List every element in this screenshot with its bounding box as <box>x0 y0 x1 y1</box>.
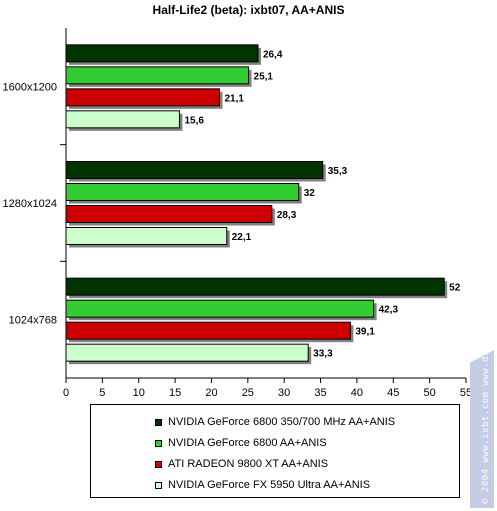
x-tick-label: 10 <box>133 387 145 399</box>
chart-plot: 26,4 25,1 21,1 15,6 1600x1200 35,3 32 28,3 22,1 1… <box>3 28 472 399</box>
legend-swatch <box>155 481 162 489</box>
bar <box>65 299 375 318</box>
bar-value-label: 35,3 <box>328 166 348 177</box>
x-tick-label: 40 <box>351 387 363 399</box>
bar <box>65 66 250 85</box>
x-tick-label: 50 <box>424 387 436 399</box>
bar-value-label: 21,1 <box>224 93 244 104</box>
bar-value-label: 15,6 <box>184 115 204 126</box>
legend-item: NVIDIA GeForce FX 5950 Ultra AA+ANIS <box>155 476 370 494</box>
x-tick-label: 45 <box>387 387 399 399</box>
legend-item: ATI RADEON 9800 XT AA+ANIS <box>155 455 328 473</box>
bar <box>65 321 351 340</box>
bar-value-label: 28,3 <box>277 210 297 221</box>
bar <box>65 277 445 296</box>
x-tick-label: 5 <box>99 387 105 399</box>
bar <box>65 343 309 362</box>
chart-title: Half-Life2 (beta): ixbt07, AA+ANIS <box>152 3 345 17</box>
x-tick-label: 35 <box>314 387 326 399</box>
x-tick-label: 25 <box>242 387 254 399</box>
bar-value-label: 25,1 <box>254 71 274 82</box>
category-label: 1024x768 <box>9 315 57 327</box>
legend-item: NVIDIA GeForce 6800 350/700 MHz AA+ANIS <box>155 413 395 431</box>
bar <box>65 88 220 107</box>
bar-value-label: 26,4 <box>263 49 283 60</box>
x-tick-label: 0 <box>63 387 69 399</box>
legend-swatch <box>155 460 162 468</box>
bar-value-label: 32 <box>304 188 316 199</box>
legend-item: NVIDIA GeForce 6800 AA+ANIS <box>155 434 327 452</box>
bar <box>65 161 324 179</box>
legend-swatch <box>155 418 162 426</box>
bar <box>65 205 273 223</box>
category-label: 1280x1024 <box>3 198 57 210</box>
category-label: 1600x1200 <box>3 81 57 93</box>
x-tick-label: 20 <box>205 387 217 399</box>
bar <box>65 44 259 63</box>
bar-value-label: 42,3 <box>379 305 399 316</box>
bar-value-label: 22,1 <box>232 232 252 243</box>
legend-label: ATI RADEON 9800 XT AA+ANIS <box>168 458 329 470</box>
legend-label: NVIDIA GeForce 6800 350/700 MHz AA+ANIS <box>168 416 396 428</box>
bar-value-label: 33,3 <box>313 349 333 360</box>
bar-value-label: 52 <box>449 283 461 294</box>
legend-swatch <box>155 439 162 447</box>
x-tick-label: 15 <box>169 387 181 399</box>
bar <box>65 183 300 201</box>
legend-label: NVIDIA GeForce FX 5950 Ultra AA+ANIS <box>168 479 371 491</box>
bar <box>65 227 228 245</box>
chart-legend: NVIDIA GeForce 6800 350/700 MHz AA+ANIS N… <box>90 404 460 498</box>
x-tick-label: 30 <box>278 387 290 399</box>
watermark: © 2004 www.ixbt.com www.digit-life.com <box>470 350 494 508</box>
bar-value-label: 39,1 <box>355 327 375 338</box>
x-tick-label: 55 <box>460 387 472 399</box>
legend-label: NVIDIA GeForce 6800 AA+ANIS <box>168 437 327 449</box>
bar <box>65 110 180 129</box>
